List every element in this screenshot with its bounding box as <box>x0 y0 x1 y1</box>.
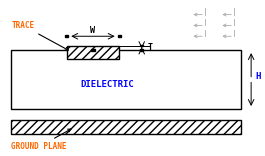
Bar <box>140 49 143 51</box>
Bar <box>11 50 241 109</box>
Bar <box>91 49 95 51</box>
Bar <box>65 35 68 37</box>
Text: TRACE: TRACE <box>11 21 68 50</box>
Text: W: W <box>90 27 95 35</box>
Bar <box>67 46 119 59</box>
Text: T: T <box>148 43 153 52</box>
Text: GROUND PLANE: GROUND PLANE <box>11 129 71 151</box>
Text: H: H <box>256 72 261 81</box>
Bar <box>11 120 241 134</box>
Text: DIELECTRIC: DIELECTRIC <box>81 80 134 89</box>
Bar <box>118 35 121 37</box>
Bar <box>140 45 143 46</box>
